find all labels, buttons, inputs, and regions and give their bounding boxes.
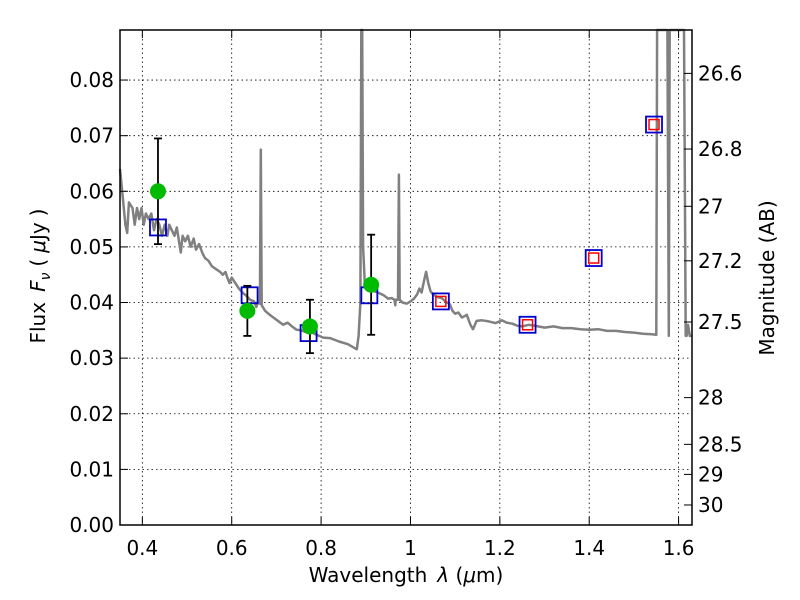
- model-spectrum-line: [118, 28, 692, 351]
- observed-flux-point: [363, 276, 380, 293]
- x-tick-label: 0.8: [305, 536, 337, 560]
- x-tick-label: 0.6: [216, 536, 248, 560]
- x-tick-labels: 0.4 0.6 0.8 1 1.2 1.4 1.6: [126, 536, 694, 560]
- model-photometry-inner-square: [521, 319, 534, 331]
- grid-lines: [120, 30, 692, 525]
- right-tick-label: 27.2: [698, 249, 743, 273]
- model-photometry-square: [584, 249, 603, 267]
- plot-frame: [119, 29, 693, 526]
- model-photometry-inner-square: [587, 252, 600, 264]
- right-tick-label: 27.5: [698, 310, 743, 334]
- y-tick-labels: 0.00 0.01 0.02 0.03 0.04 0.05 0.06 0.07 0.08: [69, 68, 114, 537]
- observed-flux-layer: [149, 137, 380, 355]
- observed-flux-point: [301, 318, 318, 335]
- axis-ticks: [120, 30, 692, 526]
- observed-flux-point: [239, 302, 256, 319]
- x-tick-label: 1.6: [663, 536, 695, 560]
- y-tick-label: 0.00: [69, 513, 114, 537]
- model-photometry-square: [431, 292, 450, 311]
- model-photometry-inner-square: [648, 118, 660, 131]
- right-tick-label: 28: [698, 386, 723, 410]
- right-tick-label: 29: [698, 462, 723, 486]
- x-tick-label: 1.2: [484, 536, 516, 560]
- right-tick-label: 28.5: [698, 432, 743, 456]
- y-tick-label: 0.03: [69, 346, 114, 370]
- y-tick-label: 0.02: [69, 402, 114, 426]
- model-spectrum-layer: [118, 28, 692, 351]
- y-tick-label: 0.04: [69, 291, 114, 315]
- right-tick-label: 26.8: [698, 137, 743, 161]
- model-photometry-layer: [149, 115, 663, 343]
- y-tick-label: 0.08: [69, 68, 114, 92]
- x-tick-label: 1.4: [573, 536, 605, 560]
- right-axis-title: Magnitude (AB): [755, 200, 779, 355]
- x-axis-title: Wavelength λ (μm): [309, 563, 504, 587]
- model-photometry-square: [518, 315, 537, 334]
- model-photometry-square: [645, 115, 663, 134]
- right-tick-label: 27: [698, 194, 723, 218]
- right-tick-labels: 26.6 26.8 27 27.2 27.5 28 28.5 29 30: [698, 61, 743, 517]
- y-axis-title: FluxFν(μJy): [26, 208, 54, 343]
- model-photometry-inner-square: [435, 295, 447, 308]
- x-tick-label: 0.4: [126, 536, 158, 560]
- y-tick-label: 0.06: [69, 179, 114, 203]
- right-tick-label: 26.6: [698, 61, 743, 85]
- right-tick-label: 30: [698, 493, 723, 517]
- x-tick-label: 1: [404, 536, 417, 560]
- y-tick-label: 0.01: [69, 457, 114, 481]
- y-tick-label: 0.07: [69, 124, 114, 148]
- y-tick-label: 0.05: [69, 235, 114, 259]
- observed-flux-point: [149, 183, 166, 200]
